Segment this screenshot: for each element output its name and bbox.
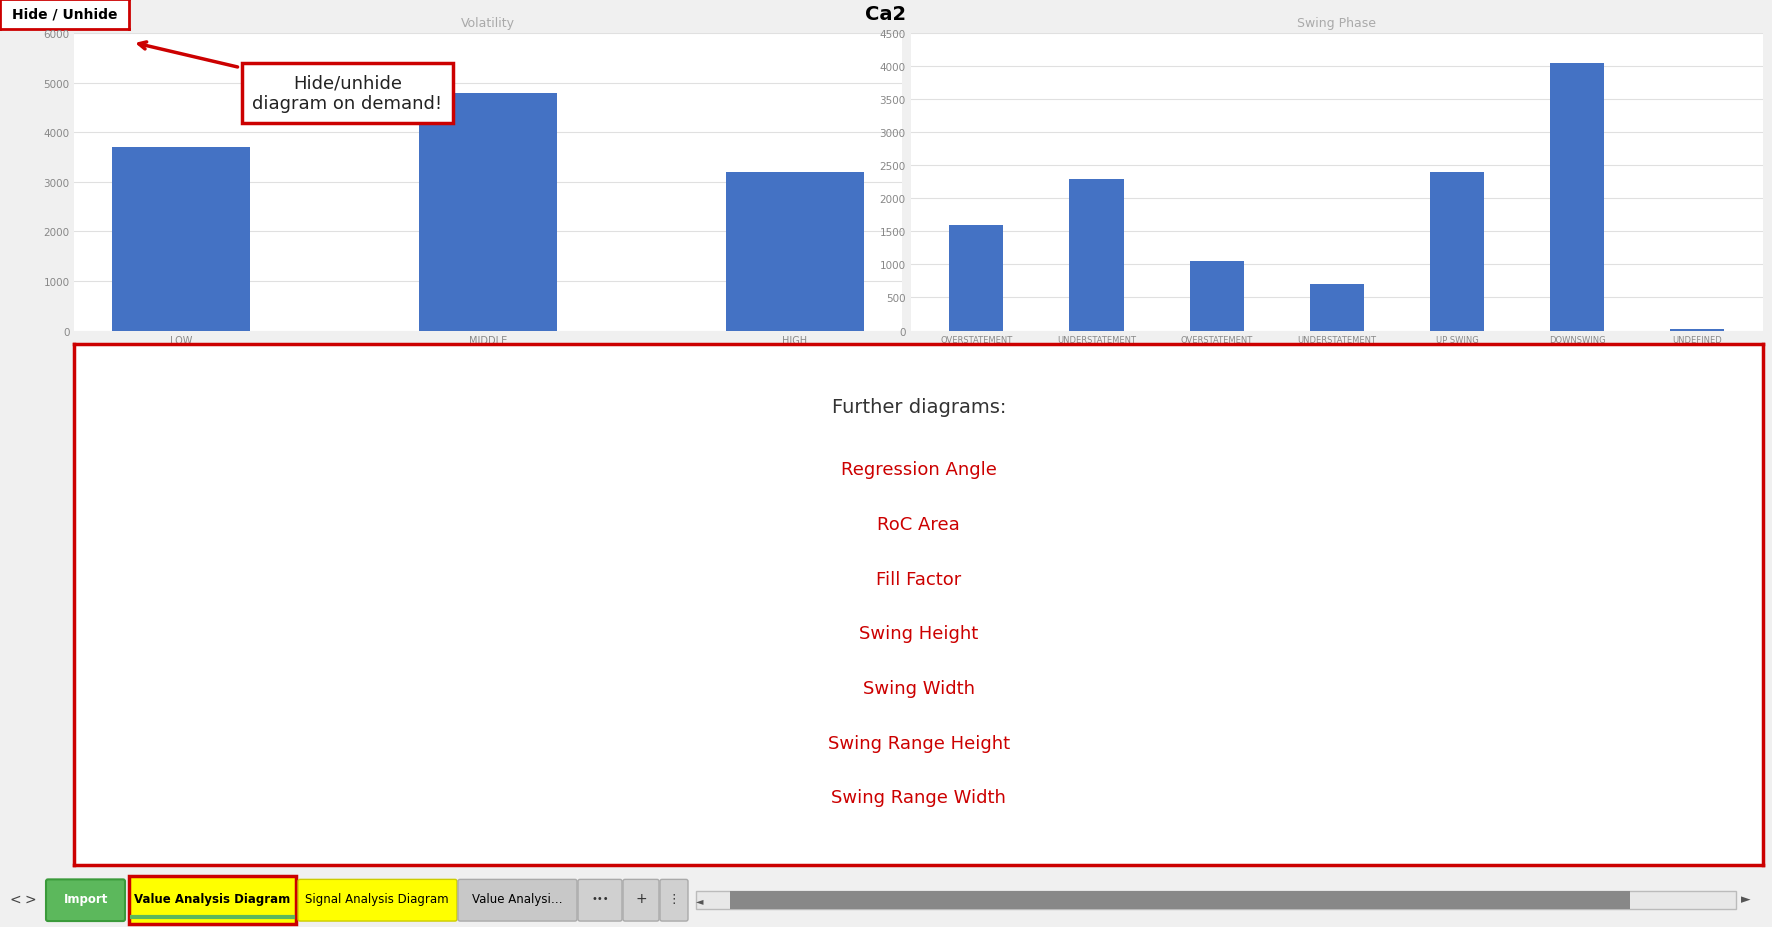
Text: Swing Range Height: Swing Range Height (828, 734, 1010, 752)
Text: +: + (634, 891, 647, 906)
FancyBboxPatch shape (298, 880, 457, 921)
Bar (1189, 262, 1244, 331)
Bar (730, 892, 1630, 909)
Text: ◄: ◄ (696, 895, 703, 906)
Text: Swing Range Width: Swing Range Width (831, 788, 1006, 806)
Text: >: > (25, 891, 35, 906)
Text: Regression Angle: Regression Angle (842, 461, 996, 479)
Bar (112, 148, 250, 331)
FancyBboxPatch shape (457, 880, 578, 921)
Bar (950, 225, 1003, 331)
Bar (696, 892, 1737, 909)
Text: ►: ► (1742, 892, 1751, 905)
Text: <: < (9, 891, 21, 906)
Title: Swing Phase: Swing Phase (1297, 18, 1377, 31)
Text: Signal Analysis Diagram: Signal Analysis Diagram (305, 892, 448, 905)
FancyBboxPatch shape (46, 880, 126, 921)
Bar (1070, 180, 1123, 331)
Text: Hide/unhide
diagram on demand!: Hide/unhide diagram on demand! (138, 43, 443, 113)
Text: Hide / Unhide: Hide / Unhide (12, 7, 117, 22)
Text: Fill Factor: Fill Factor (875, 570, 962, 588)
Text: Value Analysi…: Value Analysi… (471, 892, 562, 905)
FancyBboxPatch shape (129, 876, 296, 924)
Text: Import: Import (64, 892, 108, 905)
Bar (1671, 329, 1724, 331)
Bar (1430, 172, 1485, 331)
Title: Volatility: Volatility (461, 18, 516, 31)
FancyBboxPatch shape (624, 880, 659, 921)
Bar (727, 172, 865, 331)
Bar (1310, 285, 1364, 331)
FancyBboxPatch shape (659, 880, 688, 921)
Text: RoC Area: RoC Area (877, 515, 960, 533)
Text: Further diagrams:: Further diagrams: (831, 398, 1006, 417)
FancyBboxPatch shape (578, 880, 622, 921)
Bar (1550, 64, 1604, 331)
Text: Swing Width: Swing Width (863, 679, 975, 697)
Text: Value Analysis Diagram: Value Analysis Diagram (135, 892, 291, 905)
Text: Swing Height: Swing Height (859, 625, 978, 642)
Text: Ca2: Ca2 (865, 6, 907, 24)
Bar (418, 94, 556, 331)
Text: ⋮: ⋮ (668, 892, 680, 905)
Text: •••: ••• (592, 894, 610, 903)
